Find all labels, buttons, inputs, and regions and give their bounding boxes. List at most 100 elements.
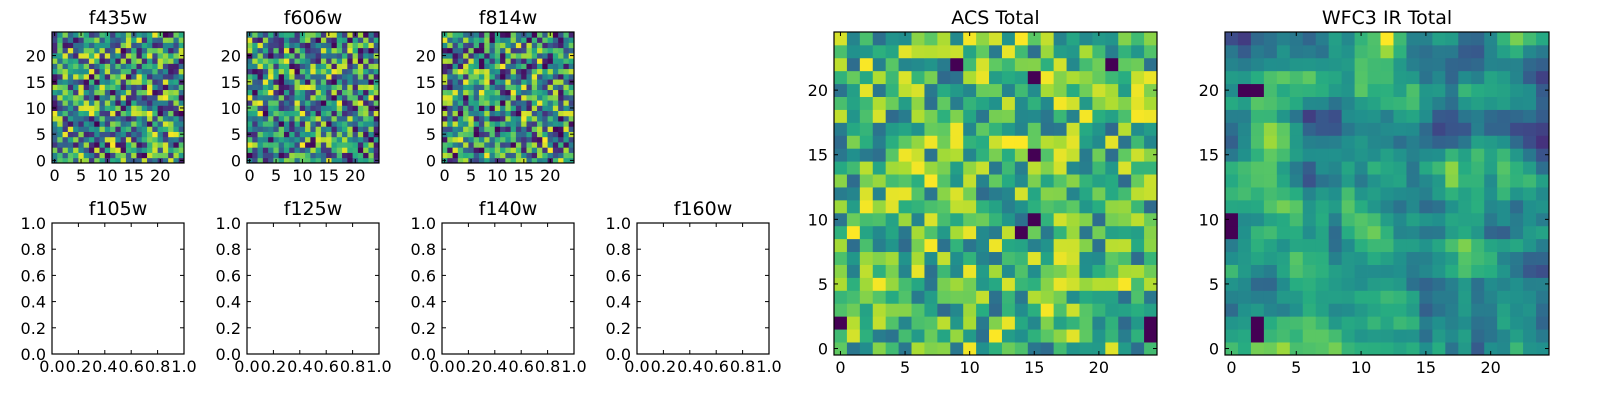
heatmap-cell xyxy=(924,303,938,317)
heatmap-cell xyxy=(1380,174,1394,188)
heatmap-cell xyxy=(268,110,274,117)
heatmap-cell xyxy=(310,94,317,101)
heatmap-cell xyxy=(110,32,116,38)
heatmap-cell xyxy=(558,147,564,153)
heatmap-cell xyxy=(1066,122,1080,136)
heatmap-cell xyxy=(494,68,501,75)
heatmap-cell xyxy=(257,105,264,111)
heatmap-cell xyxy=(278,110,285,117)
heatmap-cell xyxy=(484,37,490,43)
heatmap-cell xyxy=(326,147,332,153)
heatmap-cell xyxy=(152,79,158,85)
heatmap-cell xyxy=(125,79,132,85)
heatmap-cell xyxy=(937,187,951,201)
heatmap-cell xyxy=(262,105,269,111)
heatmap-cell xyxy=(898,277,912,291)
y-tick-label: 0.6 xyxy=(411,266,436,285)
heatmap-cell xyxy=(542,126,548,132)
heatmap-cell xyxy=(278,126,285,132)
heatmap-cell xyxy=(1497,238,1511,253)
heatmap-cell xyxy=(1263,174,1278,188)
heatmap-cell xyxy=(352,58,359,64)
heatmap-cell xyxy=(976,174,990,188)
heatmap-cell xyxy=(336,136,343,143)
heatmap-cell xyxy=(568,63,575,70)
heatmap-cell xyxy=(1328,290,1343,304)
heatmap-cell xyxy=(1523,277,1537,291)
heatmap-cell xyxy=(347,68,353,75)
heatmap-cell xyxy=(442,121,448,127)
heatmap-cell xyxy=(500,52,506,59)
heatmap-cell xyxy=(120,58,127,64)
heatmap-cell xyxy=(547,79,554,85)
heatmap-cell xyxy=(924,83,938,97)
heatmap-cell xyxy=(1289,225,1304,240)
heatmap-cell xyxy=(1092,277,1106,291)
heatmap-cell xyxy=(136,94,143,101)
heatmap-cell xyxy=(120,152,127,159)
heatmap-cell xyxy=(162,136,169,143)
heatmap-cell xyxy=(885,199,899,214)
heatmap-cell xyxy=(473,52,480,59)
heatmap-cell xyxy=(1250,135,1265,149)
heatmap-cell xyxy=(447,94,453,101)
heatmap-cell xyxy=(294,32,301,38)
heatmap-cell xyxy=(1445,148,1459,162)
heatmap-cell xyxy=(152,63,158,70)
heatmap-cell xyxy=(368,37,375,43)
heatmap-cell xyxy=(173,100,180,106)
heatmap-cell xyxy=(294,68,301,75)
heatmap-cell xyxy=(278,37,285,43)
heatmap-cell xyxy=(526,136,533,143)
heatmap-cell xyxy=(88,100,95,106)
x-tick-label: 0 xyxy=(835,358,845,377)
heatmap-cell xyxy=(1380,109,1394,123)
heatmap-cell xyxy=(447,126,453,132)
heatmap-cell xyxy=(157,115,164,122)
heatmap-cell xyxy=(299,47,306,54)
heatmap-cell xyxy=(320,110,327,117)
heatmap-cell xyxy=(1263,238,1278,253)
heatmap-cell xyxy=(94,73,100,80)
heatmap-cell xyxy=(537,52,543,59)
x-tick-label: 5 xyxy=(76,166,86,185)
heatmap-cell xyxy=(484,68,490,75)
heatmap-cell xyxy=(1027,277,1042,291)
heatmap-cell xyxy=(473,47,480,54)
heatmap-cell xyxy=(1497,122,1511,136)
heatmap-cell xyxy=(104,147,111,153)
heatmap-cell xyxy=(558,115,564,122)
heatmap-cell xyxy=(1471,329,1485,343)
heatmap-cell xyxy=(531,100,538,106)
y-tick-label: 15 xyxy=(416,73,436,92)
heatmap-cell xyxy=(1276,187,1291,201)
heatmap-cell xyxy=(500,105,506,111)
heatmap-cell xyxy=(558,42,564,49)
heatmap-cell xyxy=(125,37,132,43)
heatmap-cell xyxy=(368,100,375,106)
heatmap-cell xyxy=(859,135,874,149)
heatmap-cell xyxy=(1014,290,1029,304)
heatmap-cell xyxy=(1079,187,1093,201)
heatmap-cell xyxy=(1144,32,1158,46)
heatmap-cell xyxy=(357,68,364,75)
heatmap-cell xyxy=(62,157,69,164)
heatmap-cell xyxy=(152,157,158,164)
heatmap-cell xyxy=(310,147,317,153)
heatmap-cell xyxy=(67,63,74,70)
heatmap-cell xyxy=(278,73,285,80)
heatmap-cells xyxy=(52,32,185,164)
heatmap-cell xyxy=(305,121,311,127)
heatmap-cell xyxy=(1328,342,1343,356)
heatmap-cell xyxy=(57,110,63,117)
x-tick-label: 15 xyxy=(1416,358,1436,377)
heatmap-cell xyxy=(336,68,343,75)
heatmap-cell xyxy=(1289,70,1304,85)
heatmap-cell xyxy=(1092,135,1106,149)
heatmap-cell xyxy=(1367,122,1381,136)
heatmap-cell xyxy=(94,79,100,85)
heatmap-cell xyxy=(1341,264,1355,278)
heatmap-cell xyxy=(62,152,69,159)
